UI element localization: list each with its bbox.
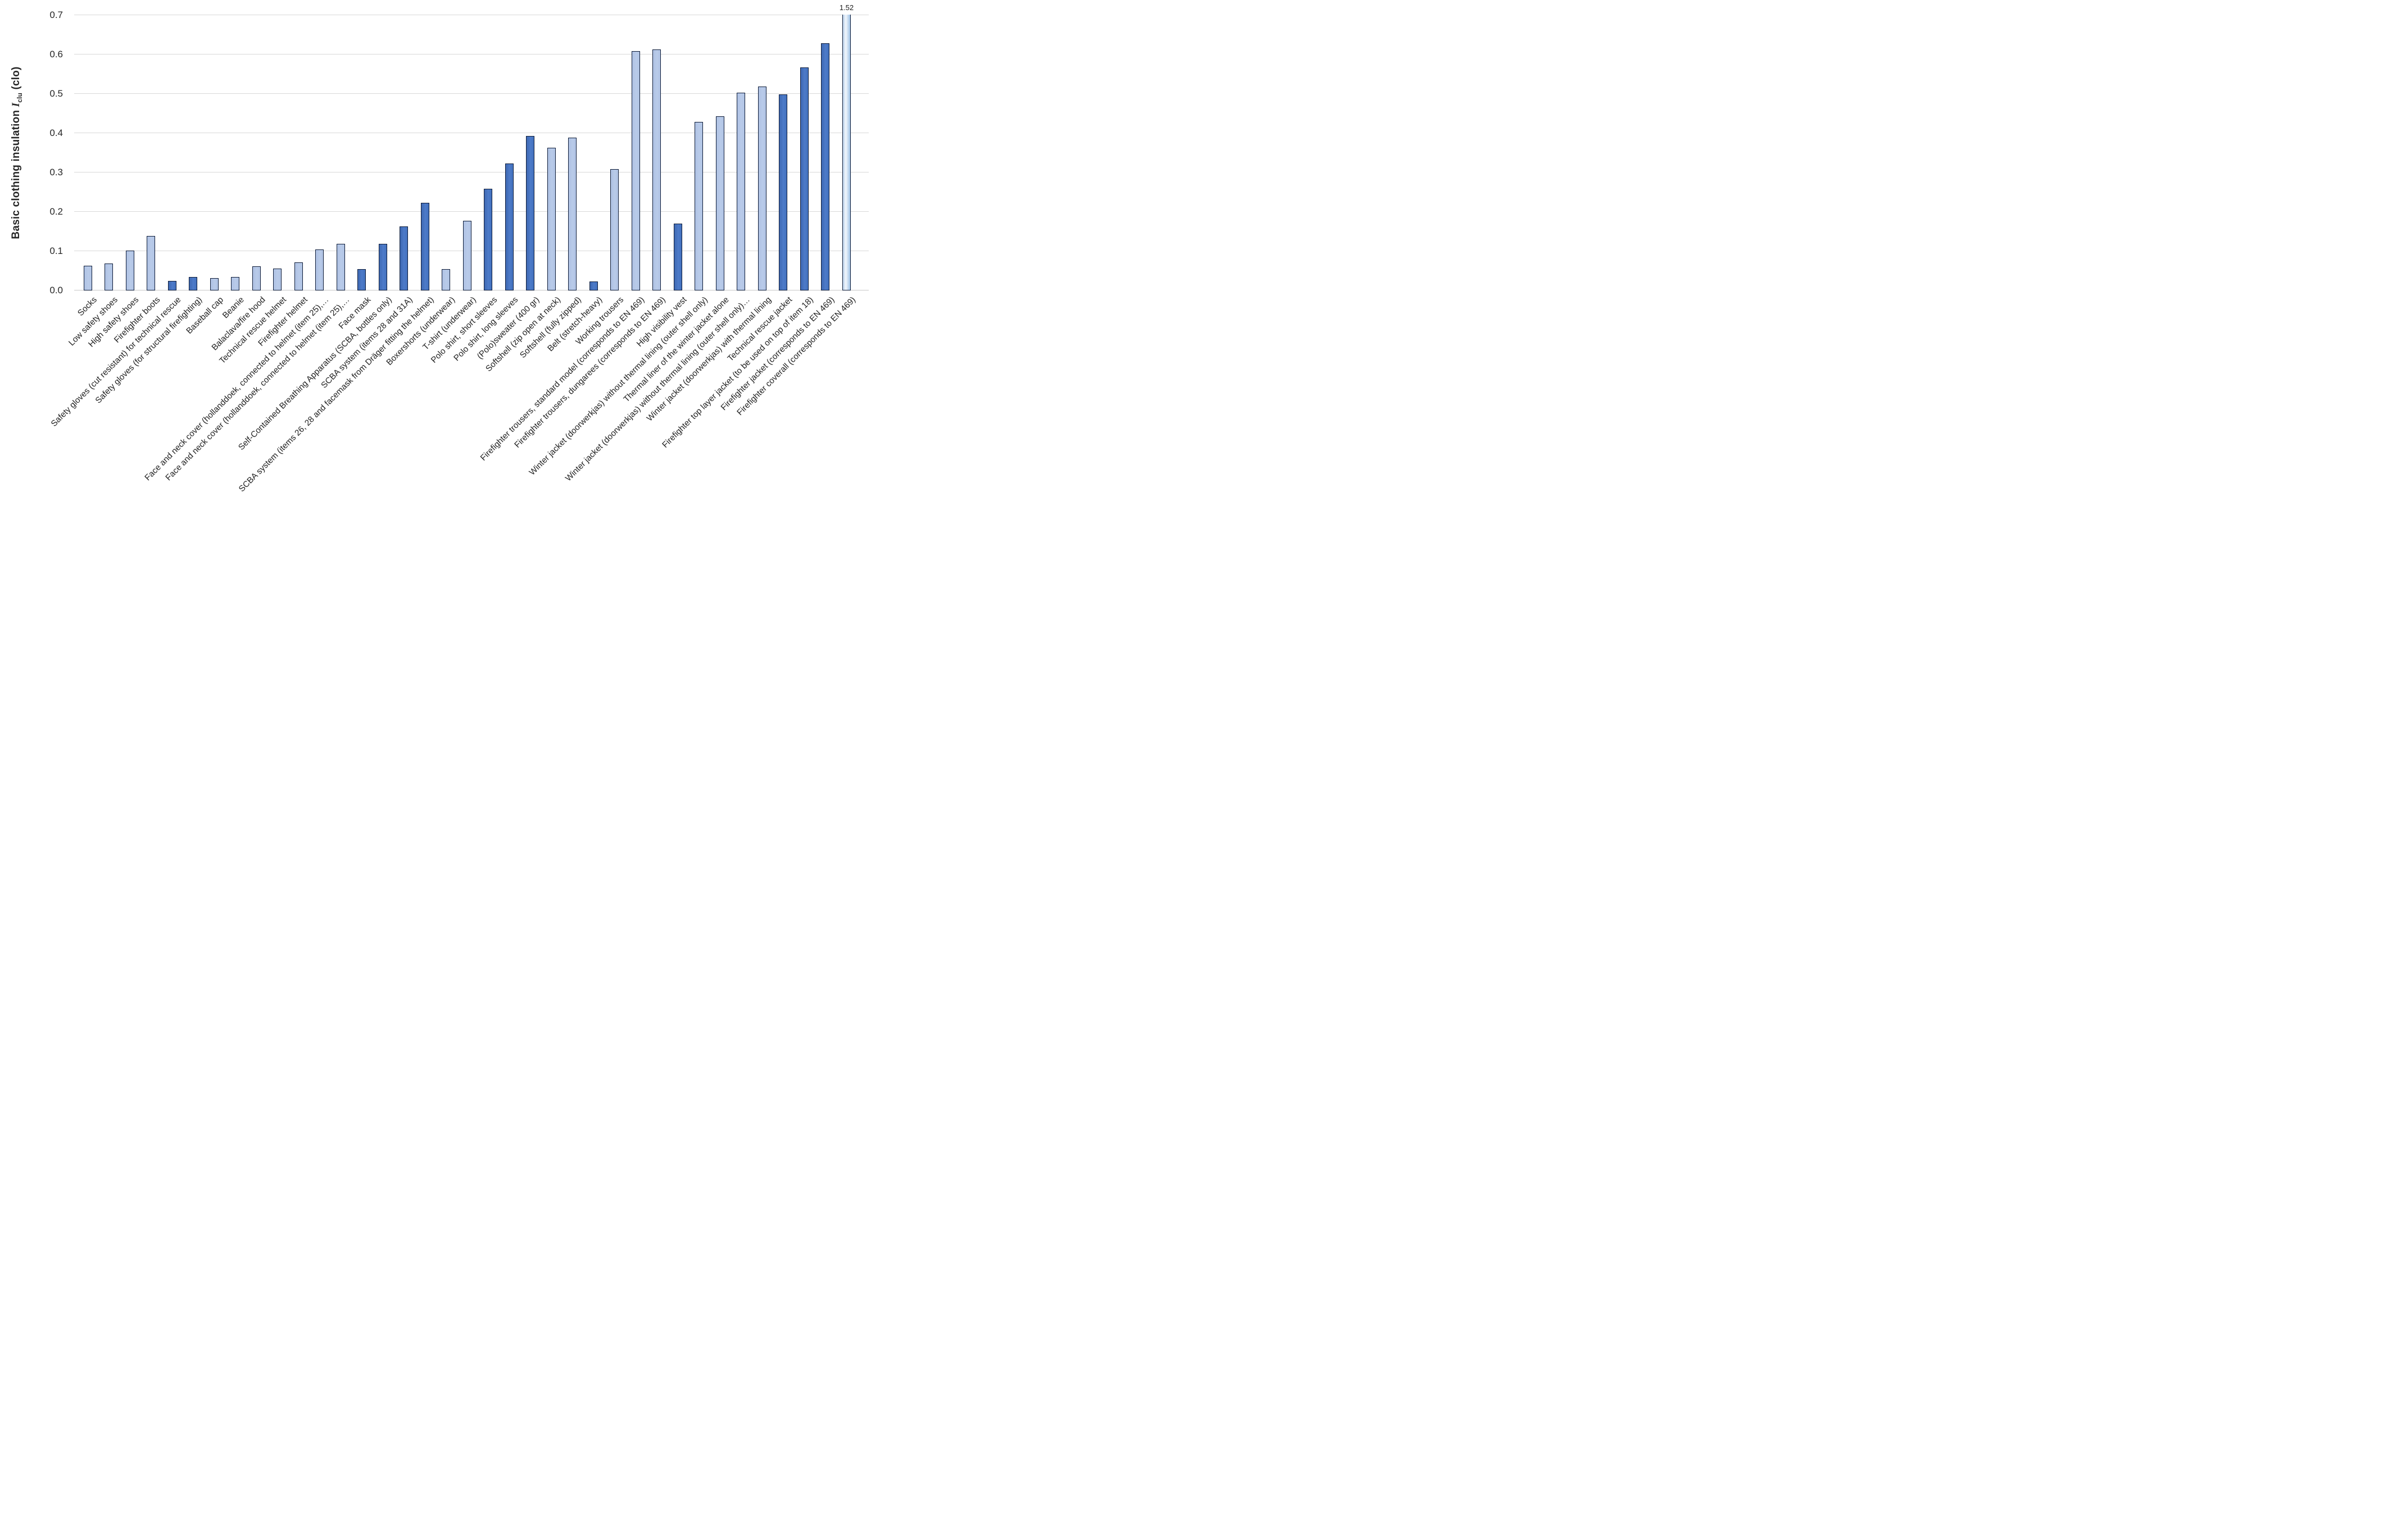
y-tick-label: 0.5 (49, 88, 63, 99)
bar (462, 221, 471, 290)
bar (231, 277, 239, 290)
y-tick-label: 0.3 (49, 167, 63, 178)
bar (105, 264, 113, 290)
bar (695, 122, 703, 290)
gridline (74, 211, 869, 212)
bar (631, 51, 640, 290)
bar (252, 266, 261, 290)
bar (757, 87, 766, 290)
bar (336, 244, 345, 290)
bar (125, 251, 134, 290)
bar (673, 224, 682, 290)
bar (568, 138, 577, 290)
bar (526, 136, 534, 290)
bar (821, 43, 829, 290)
y-axis-symbol: I (10, 102, 22, 107)
bar (484, 189, 492, 290)
y-tick-label: 0.0 (49, 285, 63, 296)
bar (357, 269, 366, 290)
bar (147, 236, 155, 290)
y-tick-label: 0.4 (49, 128, 63, 138)
bar (210, 278, 219, 290)
bar (378, 244, 387, 290)
bar (505, 163, 514, 290)
bar (779, 94, 787, 290)
bar (547, 148, 556, 290)
bar (189, 277, 197, 290)
y-tick-label: 0.7 (49, 10, 63, 20)
y-tick-label: 0.2 (49, 206, 63, 217)
category-label: SCBA system (items 26, 28 and facemask f… (237, 295, 436, 494)
bar (800, 67, 809, 290)
chart-page: Basic clothing insulation Iclu (clo) 0.0… (0, 0, 869, 561)
bar (167, 281, 176, 290)
bar (737, 93, 745, 290)
bar (842, 15, 851, 290)
bar (273, 269, 282, 290)
bar (294, 262, 303, 290)
gridline (74, 93, 869, 94)
bar (610, 169, 619, 290)
bar (315, 249, 324, 290)
bar (420, 203, 429, 290)
bar (589, 281, 598, 290)
bar (715, 116, 724, 290)
y-tick-label: 0.6 (49, 49, 63, 60)
bar (400, 226, 408, 290)
bar (83, 266, 92, 290)
plot-area: 1.52 (74, 3, 869, 290)
y-tick-label: 0.1 (49, 246, 63, 256)
bar (442, 269, 450, 290)
bar (652, 49, 661, 290)
bar-data-label: 1.52 (839, 3, 854, 12)
